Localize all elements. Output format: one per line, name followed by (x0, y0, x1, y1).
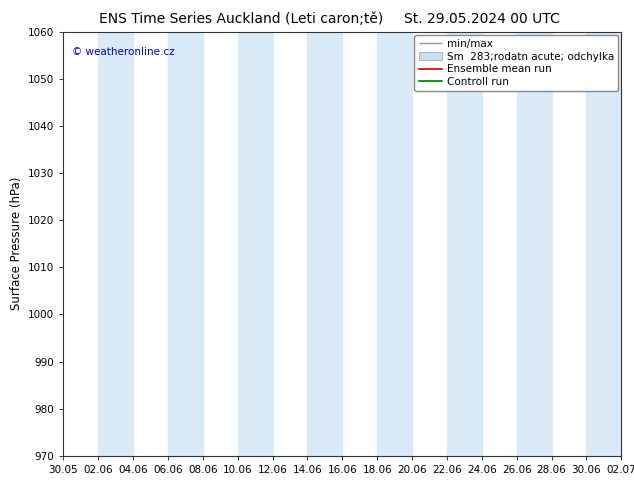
Text: St. 29.05.2024 00 UTC: St. 29.05.2024 00 UTC (404, 12, 560, 26)
Bar (168, 32, 203, 456)
Text: ENS Time Series Auckland (Leti caron;tě): ENS Time Series Auckland (Leti caron;tě) (99, 12, 383, 26)
Bar (377, 32, 412, 456)
Bar (307, 32, 342, 456)
Text: © weatheronline.cz: © weatheronline.cz (72, 47, 174, 57)
Bar (586, 32, 621, 456)
Bar (447, 32, 482, 456)
Legend: min/max, Sm  283;rodatn acute; odchylka, Ensemble mean run, Controll run: min/max, Sm 283;rodatn acute; odchylka, … (415, 35, 618, 91)
Bar (238, 32, 273, 456)
Bar (517, 32, 552, 456)
Bar (98, 32, 133, 456)
Y-axis label: Surface Pressure (hPa): Surface Pressure (hPa) (10, 177, 23, 311)
